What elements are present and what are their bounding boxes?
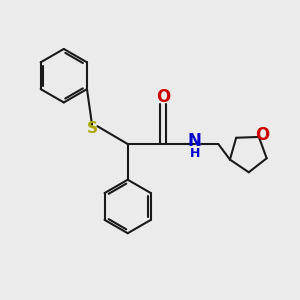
Text: H: H xyxy=(189,147,200,160)
Text: O: O xyxy=(255,126,270,144)
Text: N: N xyxy=(188,132,202,150)
Text: O: O xyxy=(156,88,170,106)
Text: S: S xyxy=(86,121,98,136)
